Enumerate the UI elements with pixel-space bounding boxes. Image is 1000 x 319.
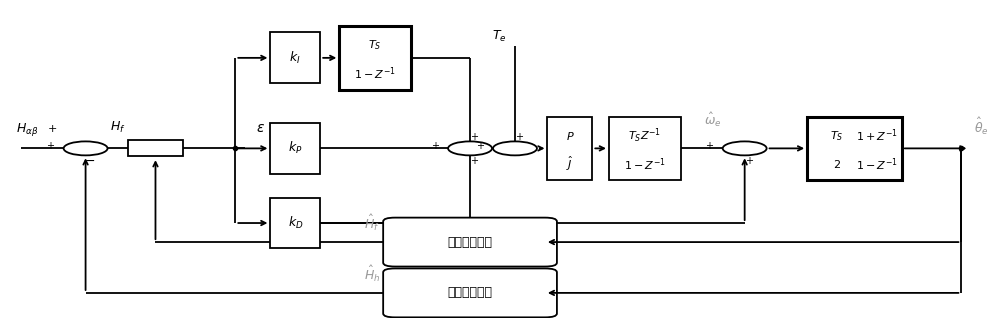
Text: +: + (515, 131, 523, 142)
FancyBboxPatch shape (270, 123, 320, 174)
FancyBboxPatch shape (270, 33, 320, 83)
FancyBboxPatch shape (609, 117, 681, 180)
Text: $k_D$: $k_D$ (288, 215, 303, 231)
FancyBboxPatch shape (128, 140, 183, 156)
Text: $1-Z^{-1}$: $1-Z^{-1}$ (856, 156, 897, 173)
Text: 基波矢量模型: 基波矢量模型 (448, 235, 493, 249)
Text: +: + (706, 141, 714, 151)
Text: −: − (85, 154, 95, 167)
Text: 谐波矢量模型: 谐波矢量模型 (448, 286, 493, 300)
Text: $T_S$: $T_S$ (830, 129, 843, 143)
Text: $2$: $2$ (833, 158, 841, 170)
Circle shape (64, 141, 108, 155)
Text: $\hat{J}$: $\hat{J}$ (566, 155, 573, 174)
Text: $1-Z^{-1}$: $1-Z^{-1}$ (354, 65, 396, 82)
FancyBboxPatch shape (383, 269, 557, 317)
Text: +: + (48, 124, 57, 134)
Text: $\hat{H}_h$: $\hat{H}_h$ (364, 264, 380, 284)
FancyBboxPatch shape (807, 117, 902, 180)
Text: $1-Z^{-1}$: $1-Z^{-1}$ (624, 156, 666, 173)
FancyBboxPatch shape (383, 218, 557, 267)
Text: $H_{\alpha\beta}$: $H_{\alpha\beta}$ (16, 121, 38, 138)
Text: $\hat{\theta}_e$: $\hat{\theta}_e$ (974, 115, 989, 137)
Text: $k_I$: $k_I$ (289, 50, 301, 66)
Text: $\hat{\omega}_e$: $\hat{\omega}_e$ (704, 111, 721, 129)
Circle shape (723, 141, 767, 155)
Circle shape (448, 141, 492, 155)
Text: +: + (476, 141, 484, 151)
Text: $1+Z^{-1}$: $1+Z^{-1}$ (856, 127, 897, 144)
Text: $P$: $P$ (566, 130, 574, 142)
Circle shape (493, 141, 537, 155)
FancyBboxPatch shape (270, 197, 320, 249)
Text: $H_f$: $H_f$ (110, 120, 125, 135)
Text: +: + (46, 141, 54, 151)
Text: +: + (745, 156, 753, 166)
FancyBboxPatch shape (339, 26, 411, 90)
Text: +: + (431, 141, 439, 151)
Text: $\hat{H}_f$: $\hat{H}_f$ (364, 213, 380, 233)
Text: $T_S$: $T_S$ (368, 38, 382, 52)
Text: $T_e$: $T_e$ (492, 29, 507, 44)
Text: $k_P$: $k_P$ (288, 140, 303, 156)
Text: +: + (470, 156, 478, 166)
Text: $\varepsilon$: $\varepsilon$ (256, 121, 265, 135)
FancyBboxPatch shape (547, 117, 592, 180)
Text: +: + (470, 131, 478, 142)
Text: $T_S Z^{-1}$: $T_S Z^{-1}$ (628, 126, 661, 145)
